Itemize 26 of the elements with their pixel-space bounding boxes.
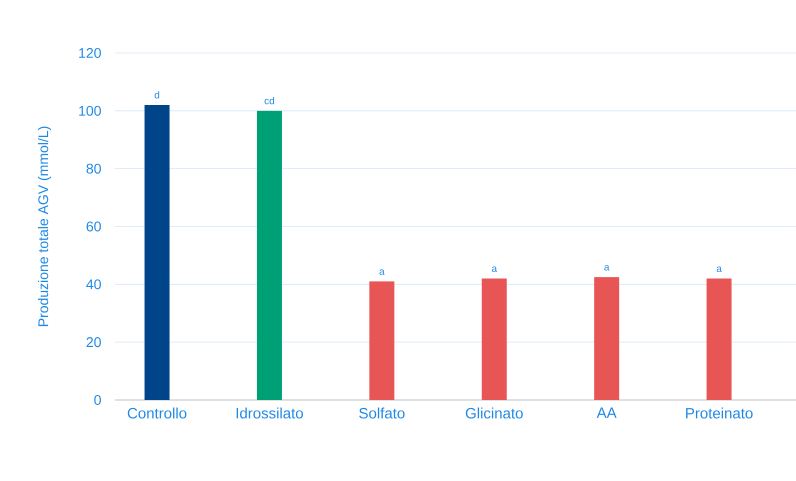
bar	[482, 278, 507, 400]
bar	[256, 110, 282, 400]
annotation: d	[154, 91, 160, 99]
annotation: a	[379, 269, 385, 275]
x-tick-label: Controllo	[128, 408, 186, 419]
y-tick-label: 20	[86, 337, 101, 348]
bar	[144, 105, 170, 400]
y-tick-label: 120	[79, 48, 101, 58]
annotation: a	[492, 266, 498, 272]
annotation: a	[716, 266, 722, 272]
y-tick-label: 0	[94, 395, 101, 405]
x-tick-label: Glicinato	[466, 408, 523, 419]
y-axis-title: Produzione totale AGV (mmol/L)	[38, 126, 51, 326]
x-tick-label: Idrossilato	[236, 408, 303, 419]
annotation: a	[604, 265, 610, 271]
bar	[369, 281, 394, 400]
bar	[706, 278, 732, 400]
x-tick-label: Proteinato	[686, 408, 753, 419]
y-tick-label: 60	[86, 222, 101, 232]
y-tick-label: 80	[86, 164, 101, 174]
y-tick-label: 100	[79, 106, 101, 116]
y-tick-label: 40	[86, 279, 101, 290]
bar	[594, 277, 620, 400]
annotation: cd	[264, 96, 274, 104]
x-tick-label: Solfato	[359, 408, 405, 419]
x-tick-label: AA	[596, 408, 617, 418]
